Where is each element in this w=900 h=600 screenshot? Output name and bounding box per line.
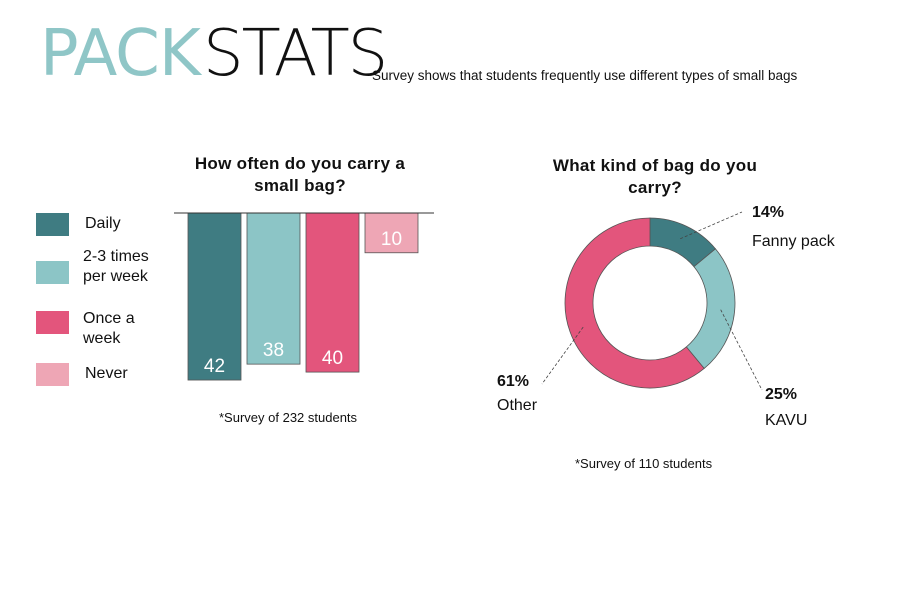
bar-chart-title-line-1: How often do you carry a bbox=[194, 154, 406, 173]
bar-value-label-once-a-week: 40 bbox=[322, 348, 343, 369]
legend-label-2-3-times-line-2: per week bbox=[83, 268, 148, 285]
donut-pct-label-kavu: 25% bbox=[765, 386, 797, 403]
bar-chart-title: How often do you carry a small bag? bbox=[170, 153, 430, 197]
legend-swatch-never bbox=[36, 363, 69, 386]
callout-line-fanny-pack bbox=[680, 211, 743, 240]
bar-chart: 42 38 40 10 bbox=[174, 212, 434, 381]
donut-chart-note: *Survey of 110 students bbox=[575, 456, 713, 471]
donut-slice-other bbox=[564, 217, 705, 389]
donut-name-label-kavu: KAVU bbox=[765, 412, 807, 429]
legend-label-daily: Daily bbox=[85, 214, 121, 234]
donut-name-label-fanny-pack: Fanny pack bbox=[752, 233, 836, 250]
donut-chart-title-line-1: What kind of bag do you bbox=[552, 156, 758, 175]
bar-never bbox=[364, 212, 419, 254]
callout-line-other bbox=[541, 326, 584, 385]
legend-label-2-3-times: 2-3 times per week bbox=[83, 247, 149, 287]
title-stats: STATS bbox=[203, 17, 388, 91]
donut-chart-title: What kind of bag do you carry? bbox=[520, 155, 790, 199]
donut-pct-label-fanny-pack: 14% bbox=[752, 204, 784, 221]
legend-label-never-line-1: Never bbox=[85, 365, 128, 382]
legend-label-once-a-week-line-2: week bbox=[83, 330, 121, 347]
legend-label-once-a-week: Once a week bbox=[83, 309, 135, 349]
bar-once-a-week bbox=[305, 212, 360, 373]
donut-chart: 14% Fanny pack 25% KAVU 61% Other bbox=[497, 204, 836, 429]
donut-chart-title-line-2: carry? bbox=[628, 178, 682, 197]
legend-swatch-once-a-week bbox=[36, 311, 69, 334]
callout-line-kavu bbox=[720, 309, 763, 391]
bar-chart-note: *Survey of 232 students bbox=[219, 410, 358, 425]
bar-daily bbox=[187, 212, 242, 381]
bar-value-label-2-3-times: 38 bbox=[263, 340, 284, 361]
bar-chart-title-line-2: small bag? bbox=[254, 176, 346, 195]
donut-pct-label-other: 61% bbox=[497, 373, 529, 390]
legend-label-daily-line-1: Daily bbox=[85, 215, 121, 232]
legend-label-once-a-week-line-1: Once a bbox=[83, 310, 135, 327]
bar-2-3-times bbox=[246, 212, 301, 365]
subtitle: Survey shows that students frequently us… bbox=[372, 68, 798, 83]
legend-swatch-2-3-times bbox=[36, 261, 69, 284]
title-pack: PACK bbox=[40, 17, 201, 91]
legend-swatch-daily bbox=[36, 213, 69, 236]
donut-slice-kavu bbox=[685, 248, 736, 370]
bar-value-label-never: 10 bbox=[381, 229, 402, 250]
donut-name-label-other: Other bbox=[497, 397, 538, 414]
legend-label-never: Never bbox=[85, 364, 128, 384]
legend-label-2-3-times-line-1: 2-3 times bbox=[83, 248, 149, 265]
bar-value-label-daily: 42 bbox=[204, 356, 225, 377]
